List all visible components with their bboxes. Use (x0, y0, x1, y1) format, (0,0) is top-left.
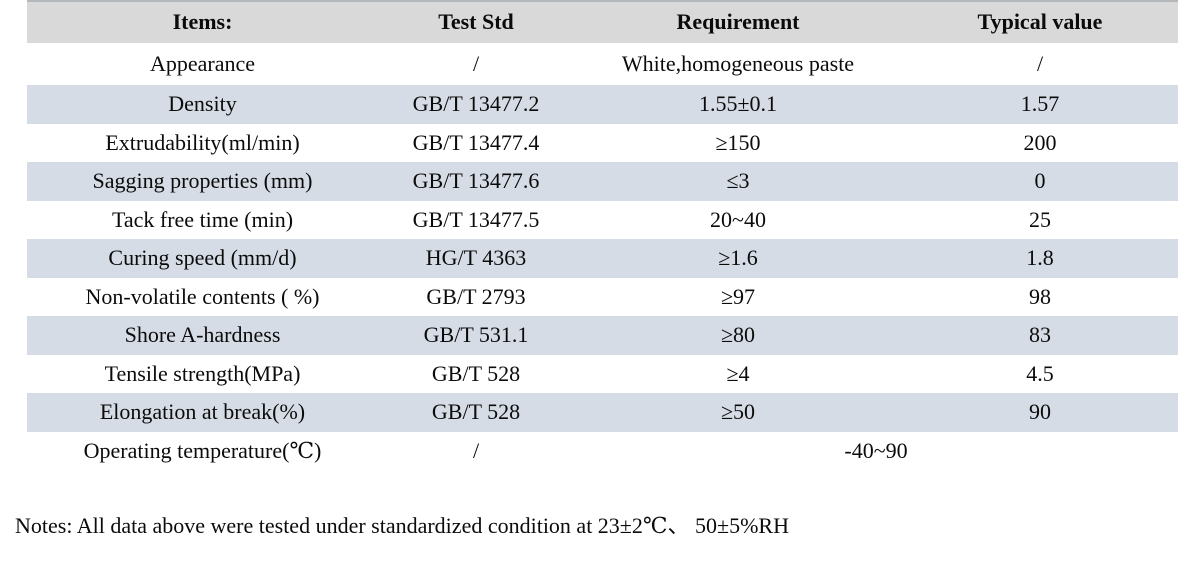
requirement-cell: ≥4 (726, 360, 750, 386)
test-std-cell: GB/T 13477.4 (412, 129, 540, 155)
table-row-sagging: Sagging properties (mm) GB/T 13477.6 ≤3 … (27, 162, 1178, 201)
table-row-non-volatile: Non-volatile contents ( %) GB/T 2793 ≥97… (27, 277, 1178, 316)
item-cell: Appearance (149, 50, 256, 76)
notes-text: Notes: All data above were tested under … (15, 513, 789, 538)
column-header-test-std: Test Std (438, 9, 514, 35)
test-std-cell: GB/T 531.1 (423, 322, 529, 348)
header-row: Items: Test Std Requirement Typical valu… (27, 1, 1178, 43)
table-row-curing-speed: Curing speed (mm/d) HG/T 4363 ≥1.6 1.8 (27, 239, 1178, 278)
typical-value-cell: 0 (1034, 168, 1046, 194)
test-std-cell: GB/T 13477.6 (412, 168, 540, 194)
table-row-extrudability: Extrudability(ml/min) GB/T 13477.4 ≥150 … (27, 123, 1178, 162)
item-cell: Shore A-hardness (124, 322, 281, 348)
item-cell: Elongation at break(%) (99, 399, 306, 425)
requirement-typical-merged-cell: -40~90 (844, 437, 908, 463)
table-row-tack-free-time: Tack free time (min) GB/T 13477.5 20~40 … (27, 200, 1178, 239)
test-std-cell: / (472, 437, 480, 463)
table-row-elongation: Elongation at break(%) GB/T 528 ≥50 90 (27, 393, 1178, 432)
test-std-cell: GB/T 13477.5 (412, 206, 540, 232)
test-std-cell: HG/T 4363 (425, 245, 527, 271)
test-std-cell: / (472, 50, 480, 76)
requirement-cell: 1.55±0.1 (698, 91, 778, 117)
test-std-cell: GB/T 2793 (426, 283, 526, 309)
column-header-typical-value: Typical value (977, 9, 1103, 35)
test-std-cell: GB/T 528 (431, 399, 521, 425)
requirement-cell: ≥1.6 (718, 245, 758, 271)
item-cell: Density (168, 91, 237, 117)
typical-value-cell: 1.57 (1020, 91, 1060, 117)
typical-value-cell: 98 (1029, 283, 1051, 309)
item-cell: Curing speed (mm/d) (108, 245, 297, 271)
table-row-density: Density GB/T 13477.2 1.55±0.1 1.57 (27, 85, 1178, 124)
test-std-cell: GB/T 13477.2 (412, 91, 540, 117)
requirement-cell: ≥80 (720, 322, 756, 348)
item-cell: Tensile strength(MPa) (104, 360, 301, 386)
typical-value-cell: 200 (1023, 129, 1057, 155)
item-cell: Operating temperature(℃) (83, 437, 322, 463)
requirement-cell: ≥150 (715, 129, 761, 155)
requirement-cell: ≥97 (720, 283, 756, 309)
typical-value-cell: 1.8 (1026, 245, 1054, 271)
item-cell: Non-volatile contents ( %) (85, 283, 320, 309)
typical-value-cell: 25 (1029, 206, 1051, 232)
table-row-shore-hardness: Shore A-hardness GB/T 531.1 ≥80 83 (27, 316, 1178, 355)
column-header-requirement: Requirement (676, 9, 800, 35)
requirement-cell: White,homogeneous paste (621, 50, 855, 76)
column-header-items: Items: (172, 9, 233, 35)
item-cell: Tack free time (min) (111, 206, 294, 232)
table-row-appearance: Appearance / White,homogeneous paste / (27, 43, 1178, 85)
item-cell: Extrudability(ml/min) (105, 129, 300, 155)
typical-value-cell: 4.5 (1026, 360, 1054, 386)
spec-table: Items: Test Std Requirement Typical valu… (27, 0, 1178, 470)
requirement-cell: ≥50 (720, 399, 756, 425)
test-std-cell: GB/T 528 (431, 360, 521, 386)
table-row-tensile-strength: Tensile strength(MPa) GB/T 528 ≥4 4.5 (27, 354, 1178, 393)
item-cell: Sagging properties (mm) (92, 168, 313, 194)
requirement-cell: ≤3 (726, 168, 750, 194)
typical-value-cell: / (1036, 50, 1044, 76)
table-row-operating-temperature: Operating temperature(℃) / -40~90 (27, 431, 1178, 470)
requirement-cell: 20~40 (710, 206, 766, 232)
typical-value-cell: 83 (1029, 322, 1051, 348)
typical-value-cell: 90 (1029, 399, 1051, 425)
